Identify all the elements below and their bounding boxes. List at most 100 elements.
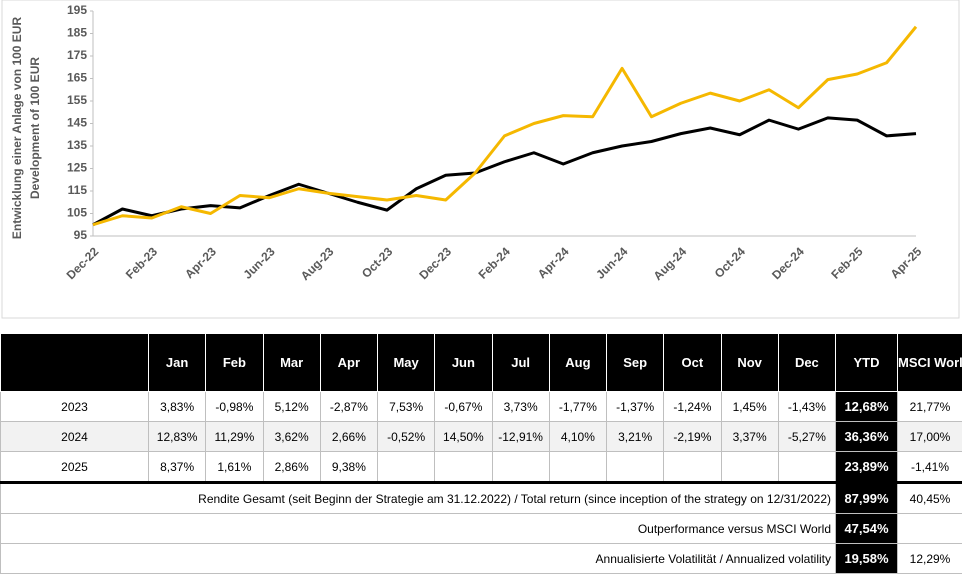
value-cell [548, 451, 608, 483]
y-tick-label: 175 [67, 48, 87, 62]
chart-frame [1, 0, 960, 319]
value-cell: -0,98% [205, 391, 264, 422]
y-tick-label: 185 [67, 26, 87, 40]
header-cell: Feb [205, 333, 264, 392]
header-cell: MSCI World YTD [897, 333, 962, 392]
value-cell [777, 451, 837, 483]
value-cell: -12,91% [491, 421, 550, 452]
value-cell [491, 451, 550, 483]
value-cell: -0,67% [434, 391, 493, 422]
header-cell: Mar [262, 333, 321, 392]
value-cell: -5,27% [777, 421, 837, 452]
x-tick-label: Apr-25 [888, 244, 925, 281]
x-tick-label: Dec-24 [769, 244, 807, 282]
year-cell: 2025 [0, 451, 149, 483]
y-tick-label: 95 [74, 228, 88, 242]
value-cell: -1,41% [897, 451, 962, 483]
header-cell: YTD [835, 333, 898, 392]
value-cell: -0,52% [376, 421, 436, 452]
x-tick-label: Apr-24 [535, 244, 572, 281]
y-tick-label: 135 [67, 138, 87, 152]
value-cell: 5,12% [262, 391, 321, 422]
chart: Entwicklung einer Anlage von 100 EUR Dev… [1, 0, 960, 319]
value-cell: 21,77% [897, 391, 962, 422]
table-row: 2023 3,83% -0,98% 5,12% -2,87% 7,53% -0,67% 3,7… [0, 391, 962, 422]
table-row: Jan Feb Mar Apr May Jun Jul Aug Sep Oct Nov Dec YTD M… [0, 333, 962, 392]
x-tick-label: Oct-24 [712, 244, 749, 281]
header-cell [0, 333, 149, 392]
value-cell: 12,68% [835, 391, 898, 422]
header-cell: Apr [319, 333, 379, 392]
value-cell [663, 451, 722, 483]
value-cell: 36,36% [835, 421, 898, 452]
table-row: Rendite Gesamt (seit Beginn der Strategi… [0, 481, 962, 514]
header-cell: Jul [491, 333, 550, 392]
value-cell: 4,10% [548, 421, 608, 452]
header-cell: Jan [147, 333, 207, 392]
y-tick-label: 105 [67, 206, 87, 220]
y-tick-label: 125 [67, 161, 87, 175]
value-cell: 11,29% [205, 421, 264, 452]
summary-label: Outperformance versus MSCI World [0, 513, 836, 544]
header-cell: May [376, 333, 436, 392]
summary-label: Annualisierte Volatilität / Annualized v… [0, 543, 836, 574]
table-row: Annualisierte Volatilität / Annualized v… [0, 543, 962, 574]
value-cell: -2,19% [663, 421, 722, 452]
header-cell: Nov [720, 333, 779, 392]
line-series [92, 25, 918, 227]
header-cell: Sep [605, 333, 665, 392]
summary-label: Rendite Gesamt (seit Beginn der Strategi… [0, 481, 836, 514]
value-cell: 12,83% [147, 421, 207, 452]
summary-value: 19,58% [835, 543, 898, 574]
header-cell: Dec [777, 333, 837, 392]
value-cell: 7,53% [376, 391, 436, 422]
x-tick-label: Jun-23 [240, 244, 277, 281]
x-tick-label: Dec-23 [416, 244, 454, 282]
value-cell: 3,73% [491, 391, 550, 422]
header-cell: Aug [548, 333, 608, 392]
y-tick-label: 155 [67, 93, 87, 107]
table-row: 2024 12,83% 11,29% 3,62% 2,66% -0,52% 14,50% -1… [0, 421, 962, 452]
year-cell: 2024 [0, 421, 149, 452]
year-cell: 2023 [0, 391, 149, 422]
y-tick-label: 165 [67, 71, 87, 85]
x-tick-label: Aug-23 [298, 244, 337, 283]
summary-benchmark: 12,29% [897, 543, 962, 574]
value-cell: 14,50% [434, 421, 493, 452]
x-tick-label: Jun-24 [593, 244, 630, 281]
x-tick-label: Aug-24 [651, 244, 690, 283]
value-cell: -1,43% [777, 391, 837, 422]
value-cell [720, 451, 779, 483]
value-cell: 3,83% [147, 391, 207, 422]
x-tick-label: Feb-24 [476, 244, 513, 281]
y-tick-label: 145 [67, 116, 87, 130]
header-cell: Jun [434, 333, 493, 392]
value-cell: 1,61% [205, 451, 264, 483]
value-cell: -1,77% [548, 391, 608, 422]
value-cell: 1,45% [720, 391, 779, 422]
value-cell: 8,37% [147, 451, 207, 483]
value-cell: 9,38% [319, 451, 379, 483]
value-cell: -2,87% [319, 391, 379, 422]
x-tick-label: Oct-23 [359, 244, 396, 281]
table-row: 2025 8,37% 1,61% 2,86% 9,38% 23,89% -1,41% [0, 451, 962, 483]
header-cell: Oct [663, 333, 722, 392]
value-cell: 3,37% [720, 421, 779, 452]
y-axis-label: Entwicklung einer Anlage von 100 EUR [10, 17, 24, 240]
table-row: Outperformance versus MSCI World 47,54% [0, 513, 962, 544]
x-tick-label: Feb-23 [123, 244, 160, 281]
y-tick-label: 195 [67, 3, 87, 17]
x-tick-label: Dec-22 [64, 244, 102, 282]
summary-value: 87,99% [835, 481, 898, 514]
value-cell: -1,37% [605, 391, 665, 422]
value-cell [434, 451, 493, 483]
value-cell: 3,21% [605, 421, 665, 452]
summary-benchmark [897, 513, 962, 544]
y-axis-label: Development of 100 EUR [28, 57, 42, 199]
summary-value: 47,54% [835, 513, 898, 544]
value-cell [376, 451, 436, 483]
value-cell: 3,62% [262, 421, 321, 452]
y-tick-label: 115 [68, 183, 88, 197]
value-cell [605, 451, 665, 483]
